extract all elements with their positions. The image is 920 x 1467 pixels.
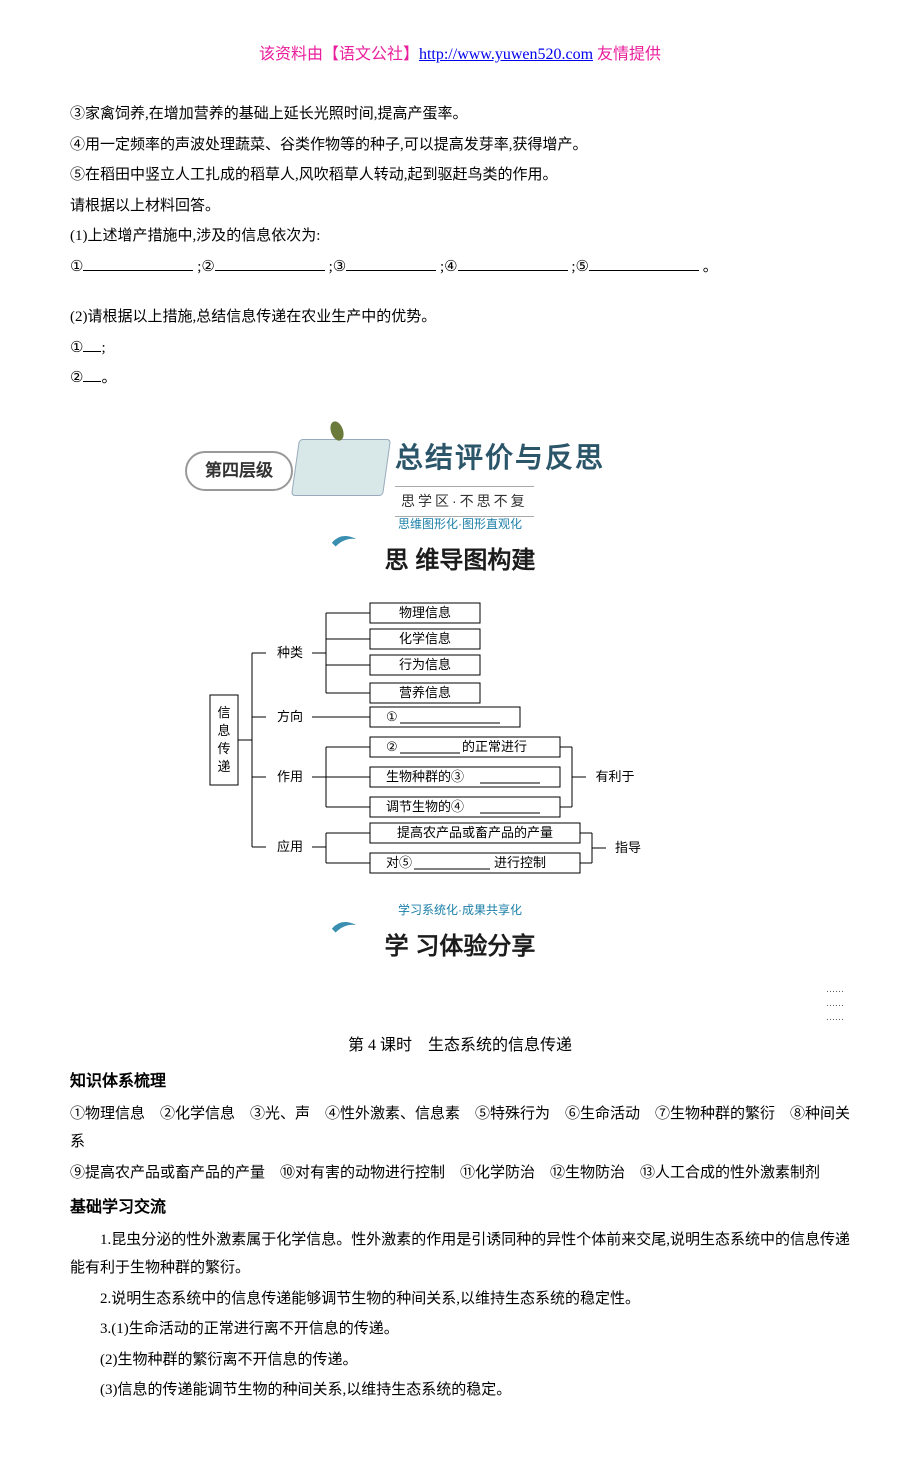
- mm-leaf: 行为信息: [399, 657, 451, 672]
- fill-blank-line: ① ;② ;③ ;④ ;⑤ 。: [70, 253, 850, 282]
- body-line: ①物理信息 ②化学信息 ③光、声 ④性外激素、信息素 ⑤特殊行为 ⑥生命活动 ⑦…: [70, 1100, 850, 1157]
- mm-leaf: 进行控制: [494, 855, 546, 870]
- body-line: ③家禽饲养,在增加营养的基础上延长光照时间,提高产蛋率。: [70, 100, 850, 129]
- mm-side: 指导: [615, 840, 641, 855]
- blank-field[interactable]: [83, 255, 193, 271]
- mm-leaf: 物理信息: [399, 605, 451, 620]
- header-link[interactable]: http://www.yuwen520.com: [419, 46, 593, 63]
- heading: 知识体系梳理: [70, 1067, 850, 1097]
- label: ②: [70, 370, 83, 386]
- subbanner-big: 学 习体验分享: [385, 933, 536, 960]
- blank-field[interactable]: [215, 255, 325, 271]
- level-tab: 第四层级: [185, 451, 293, 491]
- mm-leaf: ①: [386, 709, 398, 724]
- blank-field[interactable]: [589, 255, 699, 271]
- subbanner-big: 思 维导图构建: [385, 547, 536, 574]
- body-line: ⑤在稻田中竖立人工扎成的稻草人,风吹稻草人转动,起到驱赶鸟类的作用。: [70, 161, 850, 190]
- mm-branch: 方向: [277, 709, 303, 724]
- label: ;④: [440, 259, 458, 275]
- body-line: 请根据以上材料回答。: [70, 192, 850, 221]
- body-line: (2)请根据以上措施,总结信息传递在农业生产中的优势。: [70, 303, 850, 332]
- mindmap-diagram: 信 息 传 递 种类 方向 作用 应用 物理信息 化学信息 行为信息 营养信息: [200, 595, 720, 885]
- mm-leaf: 生物种群的③: [386, 769, 464, 784]
- label: ;③: [329, 259, 347, 275]
- mm-root-c4: 递: [217, 759, 230, 774]
- body-line: ④用一定频率的声波处理蔬菜、谷类作物等的种子,可以提高发芽率,获得增产。: [70, 131, 850, 160]
- mm-leaf: 提高农产品或畜产品的产量: [397, 825, 553, 840]
- margin-dots: ………………: [70, 982, 850, 1025]
- mm-root-c3: 传: [217, 741, 230, 756]
- heading: 基础学习交流: [70, 1193, 850, 1223]
- header-suffix: 友情提供: [593, 46, 661, 63]
- banner-title: 总结评价与反思: [395, 431, 735, 484]
- blank-field[interactable]: [346, 255, 436, 271]
- label: ;: [101, 340, 105, 356]
- lesson-title: 第 4 课时 生态系统的信息传递: [70, 1031, 850, 1061]
- mm-leaf: ②: [386, 739, 398, 754]
- mindmap-banner: 思维图形化·图形直观化 思 维导图构建: [310, 513, 610, 583]
- study-banner: 学习系统化·成果共享化 学 习体验分享: [310, 899, 610, 969]
- book-icon: [285, 421, 395, 496]
- mm-leaf: 化学信息: [399, 631, 451, 646]
- swoosh-icon: [330, 915, 358, 935]
- body-line: 1.昆虫分泌的性外激素属于化学信息。性外激素的作用是引诱同种的异性个体前来交尾,…: [70, 1226, 850, 1283]
- fill-blank-line: ②。: [70, 364, 850, 393]
- header-prefix: 该资料由【语文公社】: [259, 46, 419, 63]
- label: ;②: [197, 259, 215, 275]
- swoosh-icon: [330, 529, 358, 549]
- fill-blank-line: ①;: [70, 334, 850, 363]
- blank-field[interactable]: [83, 336, 101, 352]
- mm-leaf: 调节生物的④: [386, 799, 464, 814]
- mm-branch: 应用: [277, 839, 303, 854]
- mm-root-c2: 息: [217, 723, 230, 738]
- mm-leaf: 的正常进行: [462, 739, 527, 754]
- label: 。: [101, 370, 116, 386]
- body-line: 2.说明生态系统中的信息传递能够调节生物的种间关系,以维持生态系统的稳定性。: [70, 1285, 850, 1314]
- blank-field[interactable]: [458, 255, 568, 271]
- label: 。: [703, 259, 718, 275]
- page-header: 该资料由【语文公社】http://www.yuwen520.com 友情提供: [70, 40, 850, 70]
- body-line: (3)信息的传递能调节生物的种间关系,以维持生态系统的稳定。: [70, 1376, 850, 1405]
- mm-leaf: 营养信息: [399, 685, 451, 700]
- label: ;⑤: [571, 259, 589, 275]
- blank-field[interactable]: [83, 366, 101, 382]
- mm-leaf: 对⑤: [386, 855, 412, 870]
- mm-side: 有利于: [595, 769, 634, 784]
- banner-title-box: 总结评价与反思 思学区·不思不复: [395, 431, 735, 517]
- level-banner: 第四层级 总结评价与反思 思学区·不思不复: [185, 413, 735, 503]
- label: ①: [70, 340, 83, 356]
- mm-branch: 作用: [277, 769, 303, 784]
- body-line: ⑨提高农产品或畜产品的产量 ⑩对有害的动物进行控制 ⑪化学防治 ⑫生物防治 ⑬人…: [70, 1159, 850, 1188]
- mm-branch: 种类: [277, 645, 303, 660]
- body-line: (1)上述增产措施中,涉及的信息依次为:: [70, 222, 850, 251]
- label: ①: [70, 259, 83, 275]
- body-line: (2)生物种群的繁衍离不开信息的传递。: [70, 1346, 850, 1375]
- mm-root-c1: 信: [217, 705, 230, 720]
- body-line: 3.(1)生命活动的正常进行离不开信息的传递。: [70, 1315, 850, 1344]
